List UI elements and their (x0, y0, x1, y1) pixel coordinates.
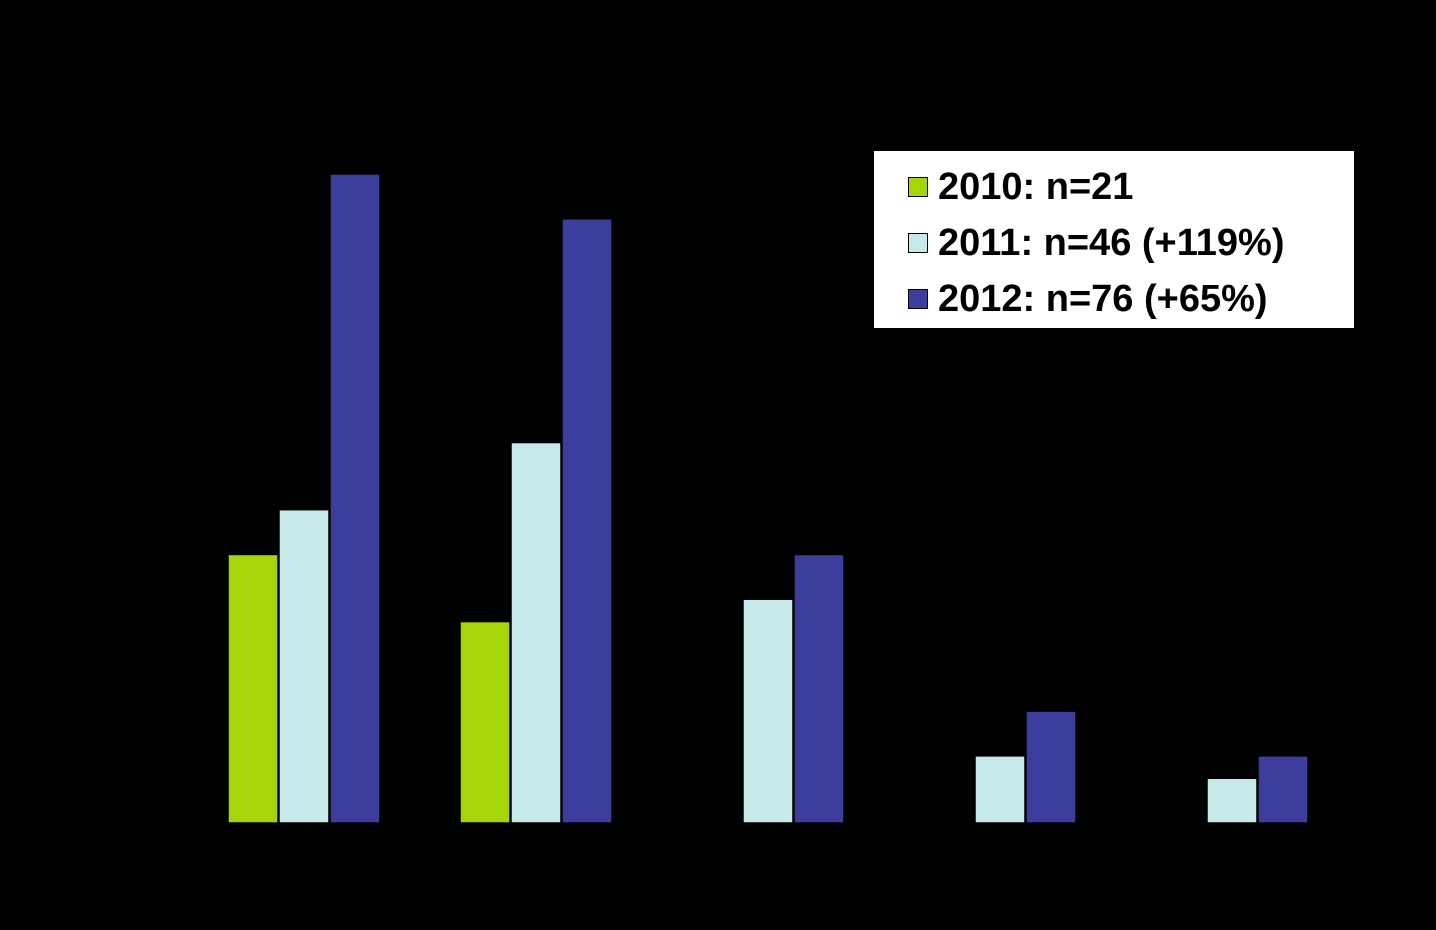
bar-series-1-category-3 (974, 755, 1026, 824)
bar-series-2-category-1 (561, 218, 613, 824)
bar-series-1-category-0 (278, 508, 330, 824)
bars-group (227, 173, 1309, 824)
legend-swatch-2011-icon (908, 233, 928, 253)
bar-series-1-category-2 (742, 598, 794, 824)
legend: 2010: n=21 2011: n=46 (+119%) 2012: n=76… (874, 151, 1354, 328)
legend-label-2010: 2010: n=21 (938, 166, 1134, 208)
legend-swatch-2012-icon (908, 289, 928, 309)
bar-series-0-category-1 (459, 620, 511, 824)
legend-label-2011: 2011: n=46 (+119%) (938, 222, 1285, 264)
legend-swatch-2010-icon (908, 177, 928, 197)
bar-series-0-category-0 (227, 553, 279, 824)
bar-series-2-category-4 (1257, 755, 1309, 824)
legend-item-2011: 2011: n=46 (+119%) (908, 215, 1354, 271)
bar-series-2-category-0 (329, 173, 381, 824)
legend-item-2010: 2010: n=21 (908, 159, 1354, 215)
legend-label-2012: 2012: n=76 (+65%) (938, 278, 1268, 320)
bar-series-2-category-2 (793, 553, 845, 824)
bar-series-2-category-3 (1025, 710, 1077, 824)
bar-series-1-category-4 (1206, 777, 1258, 824)
legend-item-2012: 2012: n=76 (+65%) (908, 271, 1354, 327)
bar-series-1-category-1 (510, 441, 562, 824)
